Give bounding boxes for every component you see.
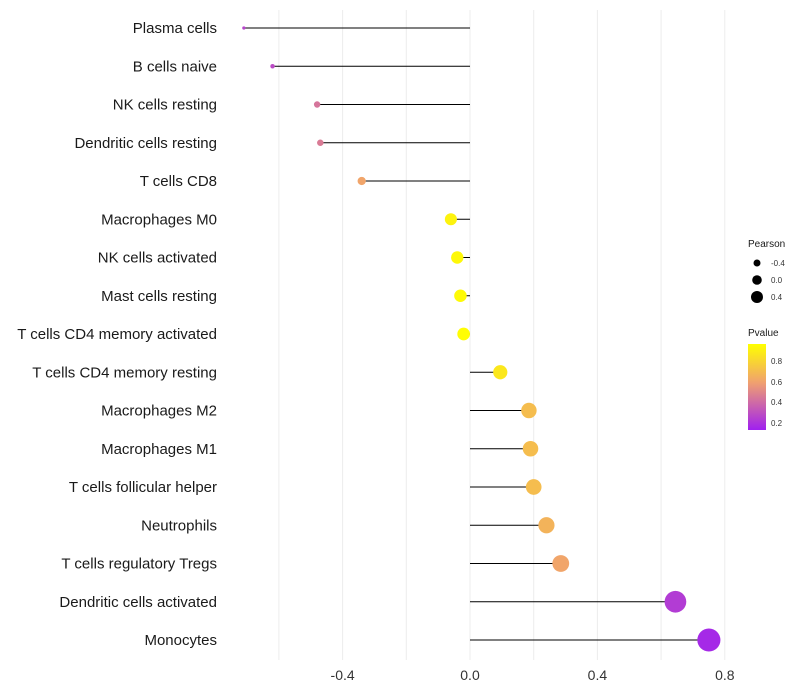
lollipop-point <box>317 139 324 147</box>
category-label: NK cells resting <box>113 97 217 114</box>
grid-lines <box>278 10 726 660</box>
size-legend-label: 0.0 <box>771 276 783 285</box>
category-label: T cells follicular helper <box>69 479 217 496</box>
lollipop-point <box>457 327 470 341</box>
size-legend-dot-small <box>753 259 761 267</box>
colorbar-tick-label: 0.8 <box>771 357 783 366</box>
lollipop-point <box>444 213 457 226</box>
x-tick-label: 0.0 <box>460 667 480 683</box>
size-legend-title: Pearson <box>748 239 785 250</box>
color-legend: Pvalue 0.8 0.6 0.4 0.2 <box>748 328 783 430</box>
x-tick-label: -0.4 <box>331 667 355 683</box>
category-label: Mast cells resting <box>101 288 217 305</box>
lollipop-point <box>242 26 246 30</box>
lollipop-points <box>242 26 721 652</box>
size-legend: Pearson -0.4 0.0 0.4 <box>748 239 785 303</box>
category-labels: Plasma cells B cells naive NK cells restin… <box>17 20 217 649</box>
lollipop-point <box>522 440 539 457</box>
size-legend-dot-large <box>751 291 763 303</box>
category-label: Monocytes <box>144 632 217 649</box>
category-label: Dendritic cells resting <box>74 135 217 152</box>
category-label: T cells regulatory Tregs <box>61 556 217 573</box>
lollipop-point <box>357 176 366 186</box>
lollipop-point <box>697 628 721 652</box>
lollipop-point <box>521 402 537 419</box>
x-tick-label: 0.4 <box>588 667 608 683</box>
lollipop-stems <box>243 27 709 641</box>
colorbar-tick-label: 0.6 <box>771 378 783 387</box>
category-label: T cells CD8 <box>140 173 217 190</box>
lollipop-point <box>552 555 570 572</box>
category-label: Plasma cells <box>133 20 217 37</box>
category-label: B cells naive <box>133 58 217 75</box>
lollipop-point <box>451 251 464 264</box>
lollipop-point <box>538 517 555 534</box>
pvalue-colorbar <box>748 344 766 430</box>
lollipop-point <box>493 365 508 380</box>
colorbar-tick-label: 0.4 <box>771 398 783 407</box>
x-axis-ticks: -0.4 0.0 0.4 0.8 <box>331 667 735 683</box>
category-label: Macrophages M0 <box>101 211 217 228</box>
colorbar-tick-label: 0.2 <box>771 419 783 428</box>
size-legend-label: -0.4 <box>771 259 785 268</box>
lollipop-point <box>313 101 321 108</box>
lollipop-point <box>270 64 275 69</box>
lollipop-point <box>525 479 542 495</box>
category-label: Macrophages M2 <box>101 403 217 420</box>
size-legend-label: 0.4 <box>771 293 783 302</box>
category-label: Neutrophils <box>141 517 217 534</box>
category-label: T cells CD4 memory resting <box>32 364 217 381</box>
category-label: T cells CD4 memory activated <box>17 326 217 343</box>
category-label: NK cells activated <box>98 250 217 267</box>
x-tick-label: 0.8 <box>715 667 735 683</box>
category-label: Macrophages M1 <box>101 441 217 458</box>
color-legend-title: Pvalue <box>748 328 779 339</box>
lollipop-point <box>664 590 687 613</box>
size-legend-dot-medium <box>752 275 762 285</box>
lollipop-point <box>454 289 467 303</box>
category-label: Dendritic cells activated <box>59 594 217 611</box>
